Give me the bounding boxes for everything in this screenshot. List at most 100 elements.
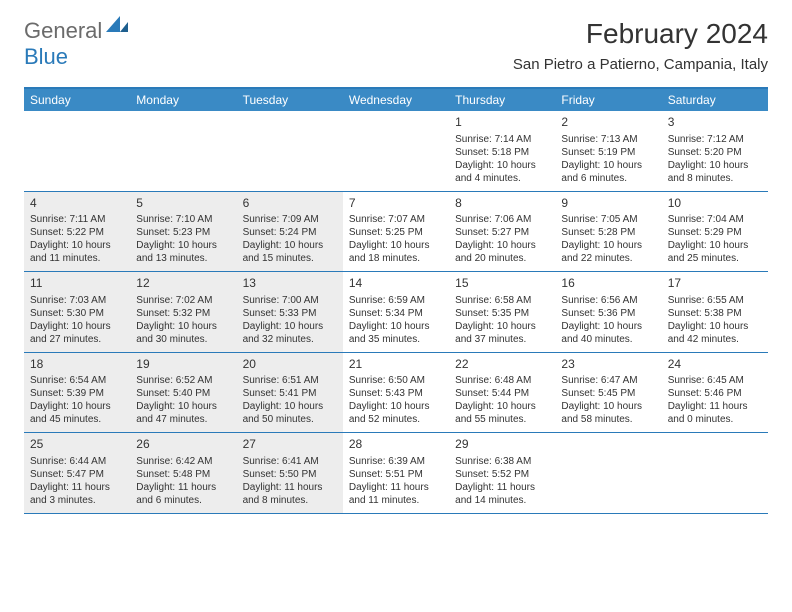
day-cell: 8Sunrise: 7:06 AMSunset: 5:27 PMDaylight… <box>449 192 555 272</box>
day-sunset: Sunset: 5:50 PM <box>243 468 337 481</box>
day-number: 8 <box>455 196 549 212</box>
day-cell: 9Sunrise: 7:05 AMSunset: 5:28 PMDaylight… <box>555 192 661 272</box>
day-sunrise: Sunrise: 7:10 AM <box>136 213 230 226</box>
day-number: 24 <box>668 357 762 373</box>
day-sunrise: Sunrise: 6:58 AM <box>455 294 549 307</box>
day-sunrise: Sunrise: 6:48 AM <box>455 374 549 387</box>
day-number: 13 <box>243 276 337 292</box>
day-daylight2: and 37 minutes. <box>455 333 549 346</box>
day-sunrise: Sunrise: 7:00 AM <box>243 294 337 307</box>
day-daylight1: Daylight: 11 hours <box>243 481 337 494</box>
day-daylight2: and 35 minutes. <box>349 333 443 346</box>
day-cell: 22Sunrise: 6:48 AMSunset: 5:44 PMDayligh… <box>449 353 555 433</box>
day-daylight1: Daylight: 11 hours <box>668 400 762 413</box>
day-daylight1: Daylight: 10 hours <box>30 400 124 413</box>
day-daylight2: and 8 minutes. <box>243 494 337 507</box>
day-number: 25 <box>30 437 124 453</box>
day-sunset: Sunset: 5:46 PM <box>668 387 762 400</box>
day-daylight1: Daylight: 10 hours <box>455 159 549 172</box>
day-sunrise: Sunrise: 7:07 AM <box>349 213 443 226</box>
day-sunset: Sunset: 5:22 PM <box>30 226 124 239</box>
logo-blue-text-wrap: Blue <box>24 44 68 70</box>
day-sunrise: Sunrise: 6:42 AM <box>136 455 230 468</box>
day-sunrise: Sunrise: 6:59 AM <box>349 294 443 307</box>
day-cell: 24Sunrise: 6:45 AMSunset: 5:46 PMDayligh… <box>662 353 768 433</box>
day-sunrise: Sunrise: 6:56 AM <box>561 294 655 307</box>
day-cell <box>237 111 343 191</box>
day-cell: 12Sunrise: 7:02 AMSunset: 5:32 PMDayligh… <box>130 272 236 352</box>
day-number: 20 <box>243 357 337 373</box>
day-sunset: Sunset: 5:52 PM <box>455 468 549 481</box>
day-sunset: Sunset: 5:24 PM <box>243 226 337 239</box>
day-daylight2: and 4 minutes. <box>455 172 549 185</box>
day-daylight1: Daylight: 10 hours <box>455 239 549 252</box>
day-daylight2: and 15 minutes. <box>243 252 337 265</box>
weekday-header: Sunday <box>24 89 130 111</box>
day-number: 26 <box>136 437 230 453</box>
day-sunrise: Sunrise: 7:14 AM <box>455 133 549 146</box>
day-daylight1: Daylight: 10 hours <box>136 320 230 333</box>
day-sunrise: Sunrise: 6:41 AM <box>243 455 337 468</box>
day-daylight2: and 25 minutes. <box>668 252 762 265</box>
day-number: 10 <box>668 196 762 212</box>
day-daylight2: and 50 minutes. <box>243 413 337 426</box>
day-daylight1: Daylight: 10 hours <box>136 239 230 252</box>
day-number: 17 <box>668 276 762 292</box>
week-row: 4Sunrise: 7:11 AMSunset: 5:22 PMDaylight… <box>24 192 768 273</box>
day-daylight1: Daylight: 10 hours <box>349 320 443 333</box>
day-daylight2: and 11 minutes. <box>349 494 443 507</box>
calendar-grid: Sunday Monday Tuesday Wednesday Thursday… <box>24 87 768 514</box>
day-cell: 25Sunrise: 6:44 AMSunset: 5:47 PMDayligh… <box>24 433 130 513</box>
day-daylight1: Daylight: 10 hours <box>243 239 337 252</box>
day-sunset: Sunset: 5:34 PM <box>349 307 443 320</box>
day-number: 29 <box>455 437 549 453</box>
day-daylight2: and 13 minutes. <box>136 252 230 265</box>
day-number: 28 <box>349 437 443 453</box>
day-daylight1: Daylight: 10 hours <box>455 320 549 333</box>
day-daylight2: and 11 minutes. <box>30 252 124 265</box>
day-sunset: Sunset: 5:51 PM <box>349 468 443 481</box>
day-number: 22 <box>455 357 549 373</box>
day-daylight2: and 22 minutes. <box>561 252 655 265</box>
day-cell: 3Sunrise: 7:12 AMSunset: 5:20 PMDaylight… <box>662 111 768 191</box>
day-cell: 19Sunrise: 6:52 AMSunset: 5:40 PMDayligh… <box>130 353 236 433</box>
day-sunrise: Sunrise: 7:09 AM <box>243 213 337 226</box>
day-cell: 10Sunrise: 7:04 AMSunset: 5:29 PMDayligh… <box>662 192 768 272</box>
day-sunset: Sunset: 5:48 PM <box>136 468 230 481</box>
day-number: 14 <box>349 276 443 292</box>
day-sunset: Sunset: 5:39 PM <box>30 387 124 400</box>
day-daylight2: and 55 minutes. <box>455 413 549 426</box>
day-sunrise: Sunrise: 6:55 AM <box>668 294 762 307</box>
day-daylight1: Daylight: 10 hours <box>243 400 337 413</box>
day-daylight2: and 3 minutes. <box>30 494 124 507</box>
day-sunrise: Sunrise: 6:51 AM <box>243 374 337 387</box>
day-cell <box>555 433 661 513</box>
day-cell: 11Sunrise: 7:03 AMSunset: 5:30 PMDayligh… <box>24 272 130 352</box>
day-daylight1: Daylight: 11 hours <box>136 481 230 494</box>
weekday-header: Tuesday <box>237 89 343 111</box>
day-sunset: Sunset: 5:29 PM <box>668 226 762 239</box>
day-cell: 2Sunrise: 7:13 AMSunset: 5:19 PMDaylight… <box>555 111 661 191</box>
day-daylight1: Daylight: 10 hours <box>136 400 230 413</box>
weekday-header: Saturday <box>662 89 768 111</box>
day-sunset: Sunset: 5:23 PM <box>136 226 230 239</box>
day-number: 2 <box>561 115 655 131</box>
day-number: 12 <box>136 276 230 292</box>
day-cell: 27Sunrise: 6:41 AMSunset: 5:50 PMDayligh… <box>237 433 343 513</box>
day-cell: 28Sunrise: 6:39 AMSunset: 5:51 PMDayligh… <box>343 433 449 513</box>
day-sunset: Sunset: 5:32 PM <box>136 307 230 320</box>
day-cell: 6Sunrise: 7:09 AMSunset: 5:24 PMDaylight… <box>237 192 343 272</box>
day-sunrise: Sunrise: 6:45 AM <box>668 374 762 387</box>
day-number: 15 <box>455 276 549 292</box>
day-sunrise: Sunrise: 7:12 AM <box>668 133 762 146</box>
day-sunset: Sunset: 5:19 PM <box>561 146 655 159</box>
day-daylight1: Daylight: 10 hours <box>455 400 549 413</box>
day-daylight1: Daylight: 11 hours <box>30 481 124 494</box>
page-header: General February 2024 San Pietro a Patie… <box>0 0 792 77</box>
day-cell: 16Sunrise: 6:56 AMSunset: 5:36 PMDayligh… <box>555 272 661 352</box>
day-number: 6 <box>243 196 337 212</box>
day-sunrise: Sunrise: 7:04 AM <box>668 213 762 226</box>
day-cell: 5Sunrise: 7:10 AMSunset: 5:23 PMDaylight… <box>130 192 236 272</box>
location-subtitle: San Pietro a Patierno, Campania, Italy <box>513 56 768 73</box>
day-sunset: Sunset: 5:18 PM <box>455 146 549 159</box>
